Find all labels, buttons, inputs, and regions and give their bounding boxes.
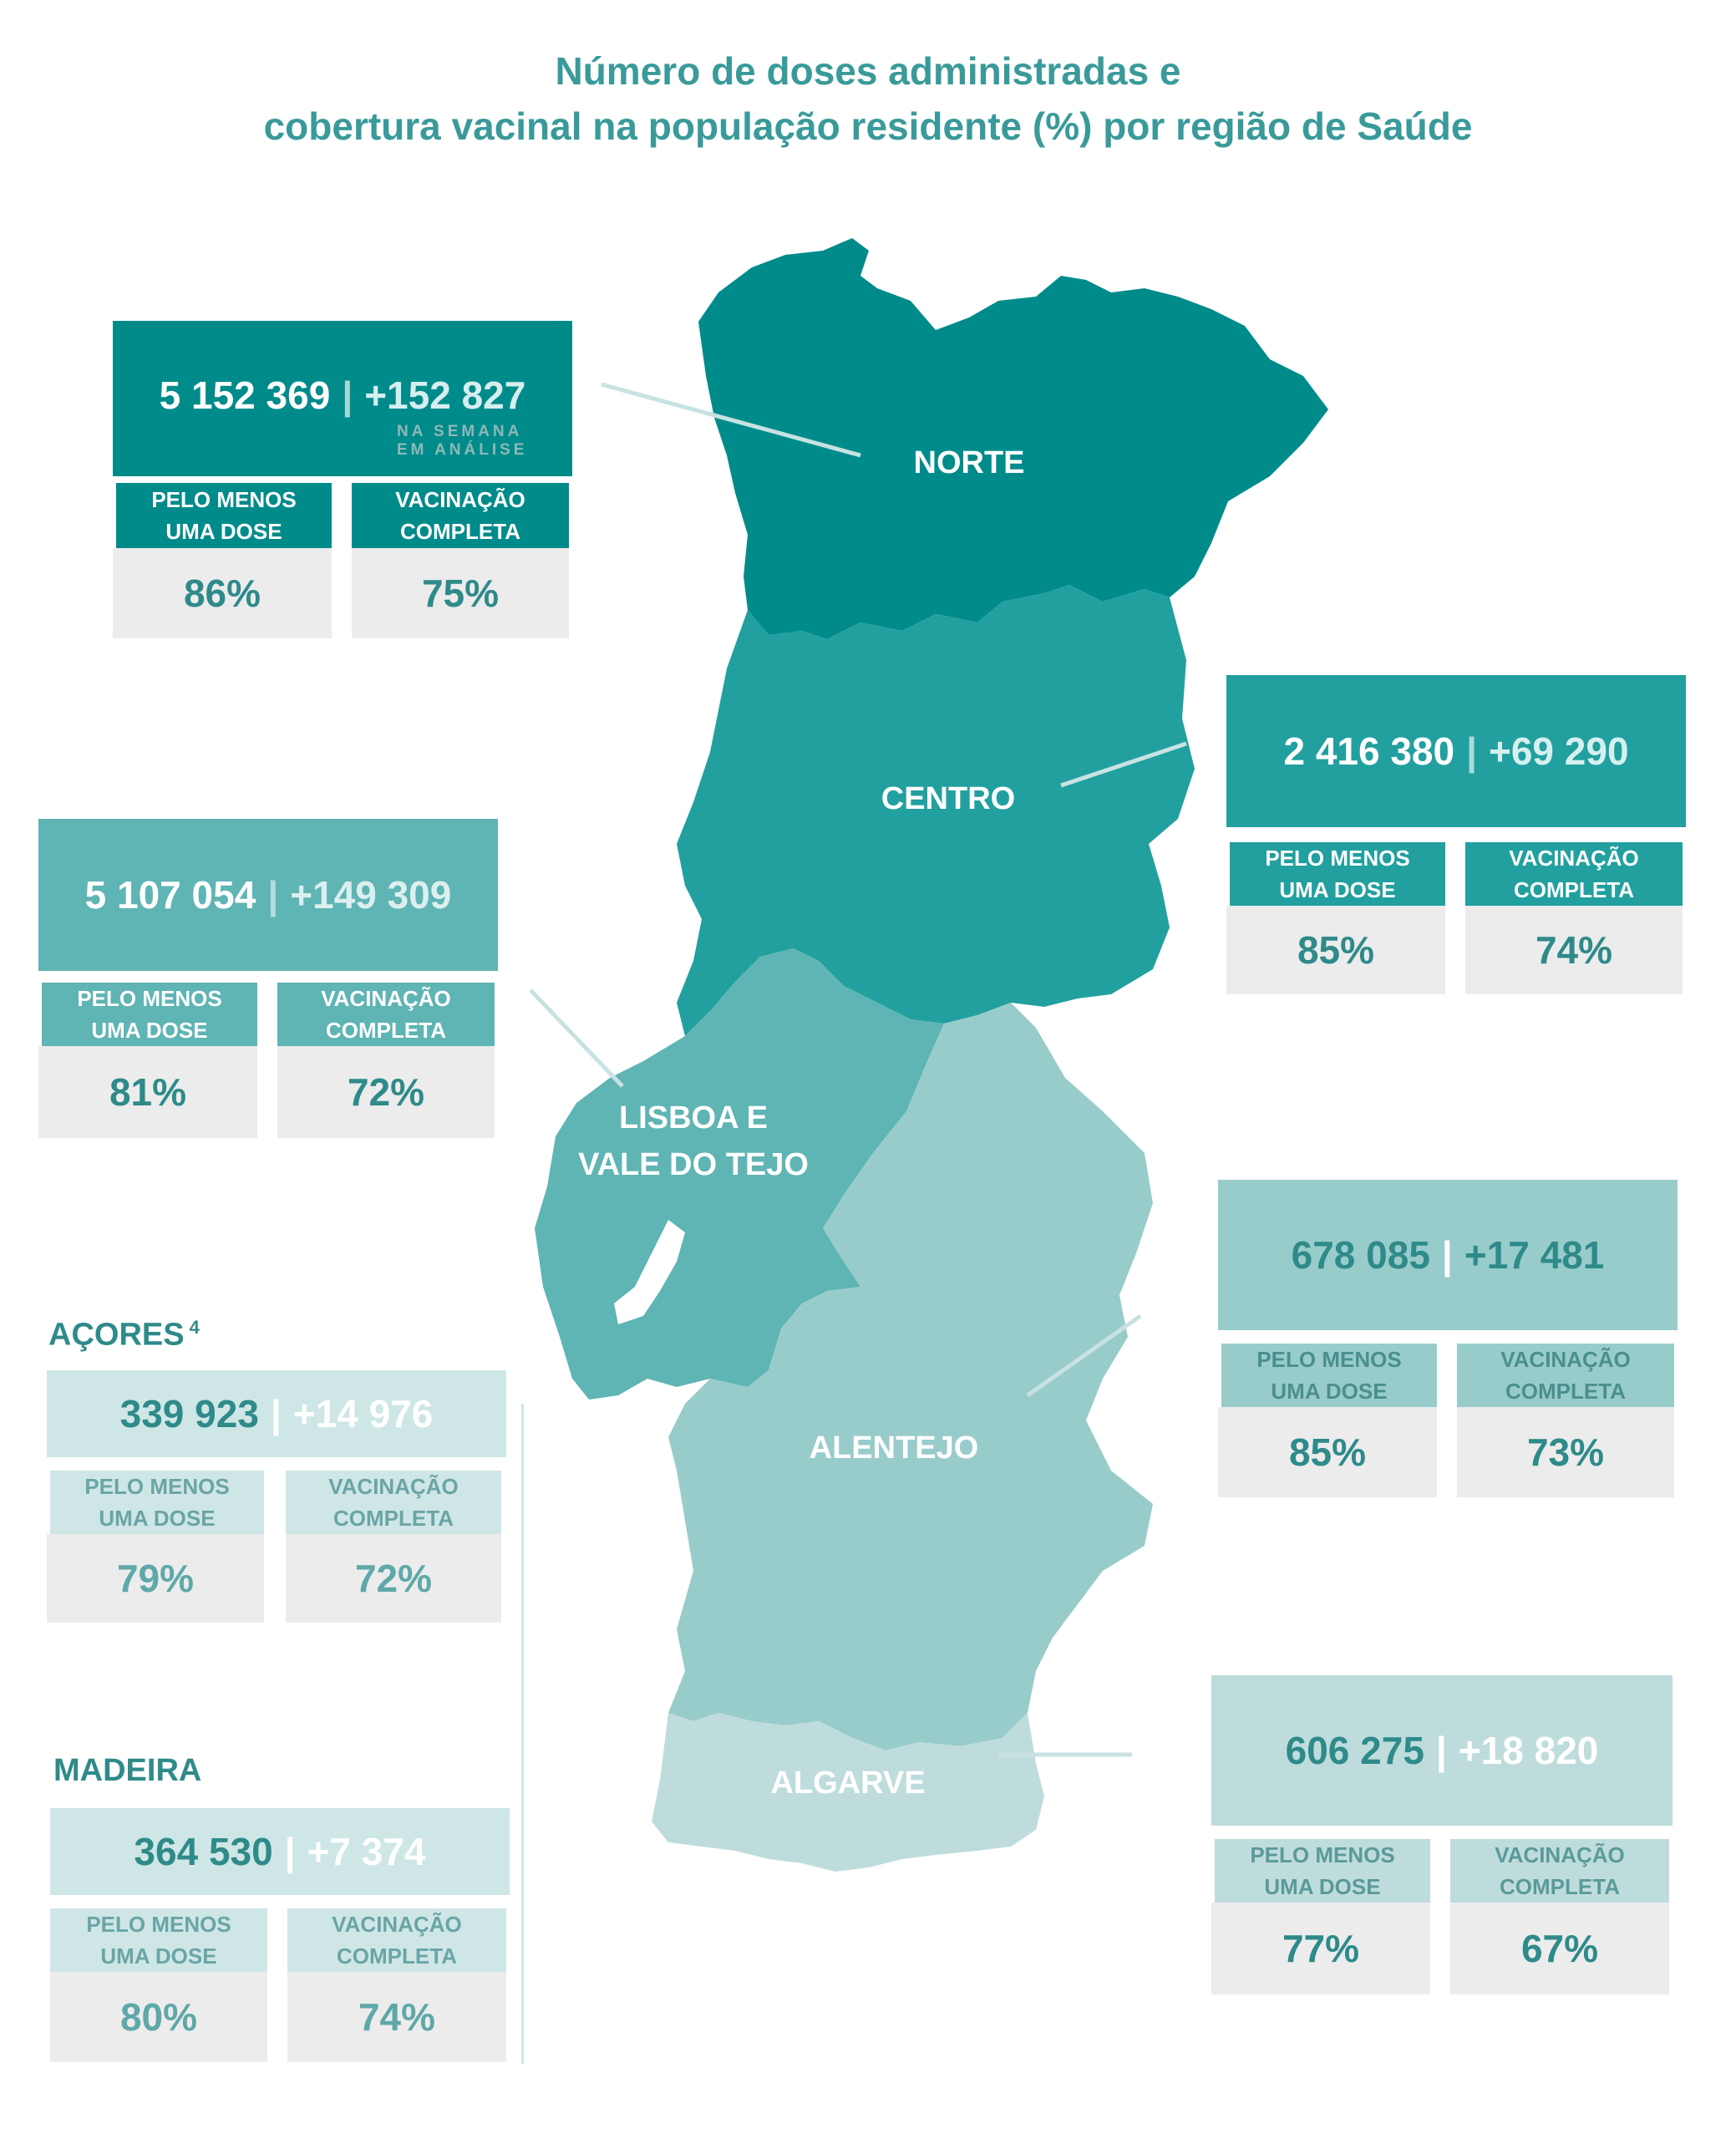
card-alentejo: 678 085 | +17 481 PELO MENOS UMA DOSE VA…: [1218, 1180, 1678, 1497]
acores-title: AÇORES 4: [48, 1317, 200, 1354]
region-algarve[interactable]: [652, 1713, 1044, 1872]
region-norte[interactable]: [698, 238, 1328, 639]
centro-separator: |: [1466, 729, 1477, 773]
leader-lines: [529, 382, 1187, 1757]
madeira-name: MADEIRA: [53, 1753, 202, 1788]
alentejo-one-dose-value: 85%: [1218, 1407, 1437, 1497]
region-centro[interactable]: [677, 585, 1195, 1036]
centro-complete-label: VACINAÇÃO COMPLETA: [1465, 842, 1683, 906]
madeira-complete-label: VACINAÇÃO COMPLETA: [287, 1908, 506, 1972]
card-algarve: 606 275 | +18 820 PELO MENOS UMA DOSE VA…: [1211, 1675, 1673, 1994]
map-label-norte: NORTE: [913, 445, 1025, 480]
card-norte-header: 5 152 369 | +152 827: [113, 321, 572, 476]
title-line-2: cobertura vacinal na população residente…: [263, 104, 1473, 148]
centro-weekly: +69 290: [1488, 729, 1629, 773]
acores-complete-label: VACINAÇÃO COMPLETA: [286, 1471, 501, 1534]
week-note: NA SEMANA EM ANÁLISE: [397, 423, 528, 459]
acores-separator: |: [270, 1392, 282, 1435]
tejo-estuary: [614, 1220, 685, 1324]
card-acores: 339 923 | +14 976 PELO MENOS UMA DOSE VA…: [47, 1370, 506, 1623]
card-norte: 5 152 369 | +152 827 NA SEMANA EM ANÁLIS…: [113, 321, 572, 638]
acores-weekly: +14 976: [292, 1392, 434, 1435]
acores-name: AÇORES: [48, 1317, 185, 1353]
card-lvt: 5 107 054 | +149 309 PELO MENOS UMA DOSE…: [38, 819, 498, 1138]
alentejo-separator: |: [1441, 1233, 1453, 1277]
madeira-doses: 364 530: [134, 1830, 273, 1873]
madeira-weekly: +7 374: [307, 1830, 426, 1873]
algarve-complete-value: 67%: [1450, 1903, 1669, 1994]
madeira-one-dose-value: 80%: [50, 1972, 267, 2062]
card-madeira: 364 530 | +7 374 PELO MENOS UMA DOSE VAC…: [50, 1808, 510, 2062]
chart-title: Número de doses administradas e cobertur…: [0, 43, 1736, 154]
alentejo-one-dose-label: PELO MENOS UMA DOSE: [1221, 1344, 1437, 1407]
algarve-one-dose-label: PELO MENOS UMA DOSE: [1215, 1839, 1430, 1903]
card-centro-header: 2 416 380 | +69 290: [1226, 675, 1686, 827]
map-label-centro: CENTRO: [881, 781, 1016, 816]
lvt-weekly: +149 309: [290, 873, 452, 917]
lvt-complete-label: VACINAÇÃO COMPLETA: [277, 983, 495, 1046]
acores-complete-value: 72%: [286, 1534, 501, 1623]
alentejo-weekly: +17 481: [1464, 1233, 1605, 1277]
card-acores-header: 339 923 | +14 976: [47, 1370, 506, 1457]
region-alentejo[interactable]: [668, 1003, 1153, 1750]
norte-one-dose-value: 86%: [113, 548, 332, 638]
centro-one-dose-label: PELO MENOS UMA DOSE: [1230, 842, 1445, 906]
alentejo-complete-label: VACINAÇÃO COMPLETA: [1457, 1344, 1674, 1407]
algarve-separator: |: [1435, 1729, 1447, 1772]
acores-one-dose-value: 79%: [47, 1534, 264, 1623]
title-line-1: Número de doses administradas e: [555, 49, 1181, 93]
madeira-one-dose-label: PELO MENOS UMA DOSE: [50, 1908, 267, 1972]
centro-one-dose-value: 85%: [1226, 906, 1445, 994]
norte-weekly: +152 827: [364, 373, 526, 417]
alentejo-doses: 678 085: [1291, 1233, 1430, 1277]
alentejo-complete-value: 73%: [1457, 1407, 1674, 1497]
madeira-separator: |: [284, 1830, 296, 1873]
map-label-lvt-line2: VALE DO TEJO: [578, 1147, 809, 1182]
algarve-weekly: +18 820: [1458, 1729, 1599, 1772]
norte-complete-value: 75%: [352, 548, 569, 638]
card-algarve-header: 606 275 | +18 820: [1211, 1675, 1673, 1826]
lvt-separator: |: [267, 873, 279, 917]
acores-footnote: 4: [189, 1317, 200, 1338]
map-label-algarve: ALGARVE: [770, 1766, 926, 1801]
acores-doses: 339 923: [119, 1392, 259, 1435]
lvt-complete-value: 72%: [277, 1046, 495, 1138]
lvt-one-dose-value: 81%: [38, 1046, 257, 1138]
norte-separator: |: [342, 373, 353, 417]
card-lvt-header: 5 107 054 | +149 309: [38, 819, 498, 971]
algarve-one-dose-value: 77%: [1211, 1903, 1430, 1994]
lvt-doses: 5 107 054: [84, 873, 256, 917]
islands-divider: [521, 1404, 524, 2064]
map-label-alentejo: ALENTEJO: [809, 1430, 979, 1466]
norte-doses: 5 152 369: [159, 373, 331, 417]
algarve-complete-label: VACINAÇÃO COMPLETA: [1450, 1839, 1669, 1903]
card-centro: 2 416 380 | +69 290 PELO MENOS UMA DOSE …: [1226, 675, 1686, 994]
acores-one-dose-label: PELO MENOS UMA DOSE: [50, 1471, 264, 1534]
centro-complete-value: 74%: [1465, 906, 1683, 994]
norte-complete-label: VACINAÇÃO COMPLETA: [352, 483, 569, 548]
card-madeira-header: 364 530 | +7 374: [50, 1808, 510, 1895]
map-label-lvt-line1: LISBOA E: [618, 1100, 769, 1136]
lvt-one-dose-label: PELO MENOS UMA DOSE: [42, 983, 257, 1046]
centro-doses: 2 416 380: [1283, 729, 1455, 773]
norte-one-dose-label: PELO MENOS UMA DOSE: [116, 483, 332, 548]
madeira-title: MADEIRA: [53, 1753, 201, 1789]
map-label-lvt: LISBOA E VALE DO TEJO: [568, 1095, 819, 1188]
card-alentejo-header: 678 085 | +17 481: [1218, 1180, 1678, 1330]
madeira-complete-value: 74%: [287, 1972, 506, 2062]
algarve-doses: 606 275: [1285, 1729, 1424, 1772]
